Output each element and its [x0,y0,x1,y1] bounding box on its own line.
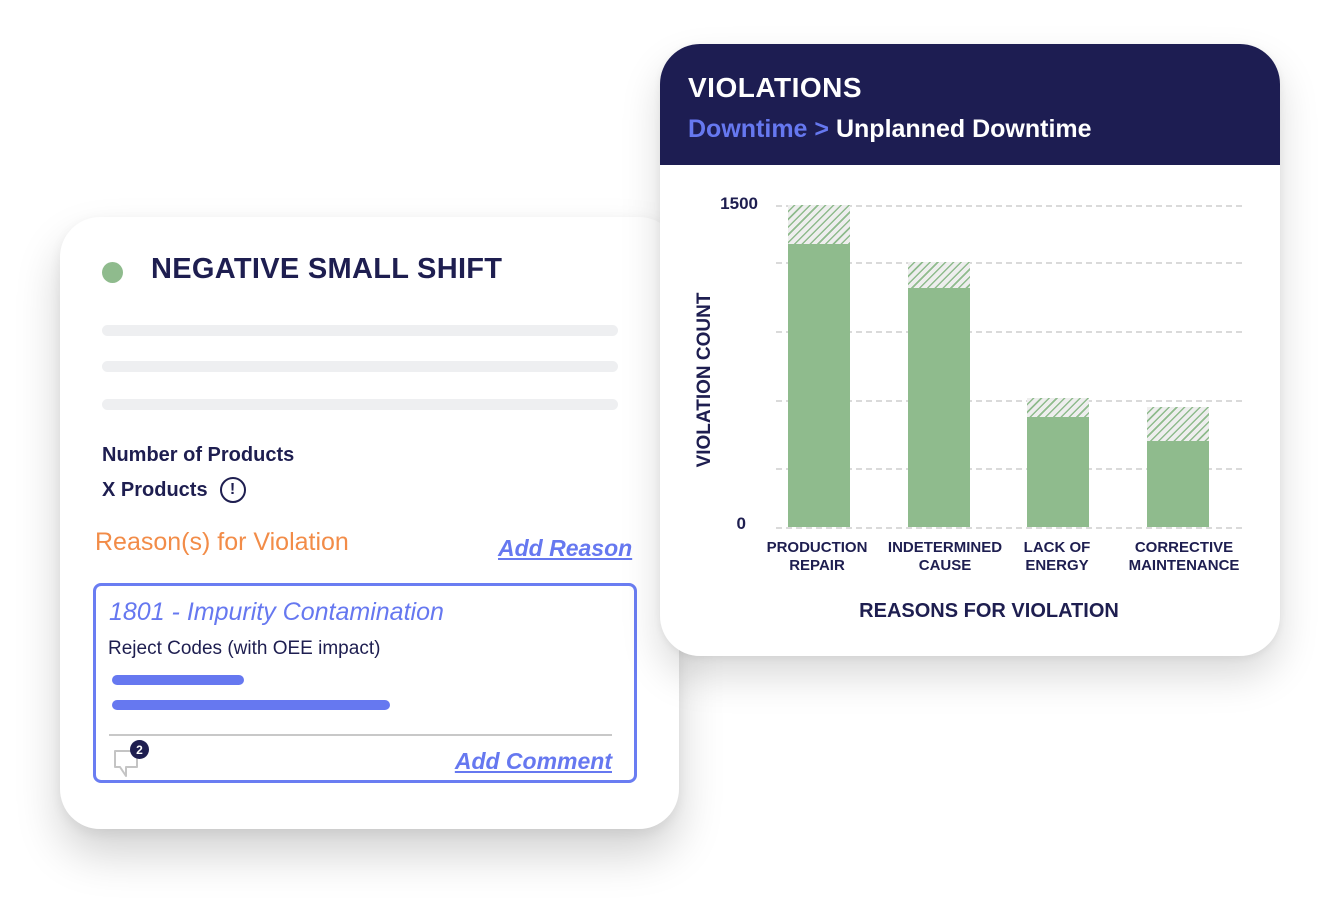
reason-detail-bar [112,700,390,710]
bar-segment-hatched [1147,407,1209,441]
shift-title: NEGATIVE SMALL SHIFT [151,253,503,285]
bar-segment-hatched [1027,397,1089,418]
bar-segment-hatched [788,205,850,245]
bar-segment-solid [908,288,970,527]
bar[interactable] [1147,407,1209,527]
products-value-row: X Products ! [102,477,246,503]
y-tick-max: 1500 [720,194,758,213]
violations-card: VIOLATIONS Downtime > Unplanned Downtime… [660,44,1280,656]
y-axis-label: VIOLATION COUNT [694,292,715,468]
divider [109,734,612,736]
placeholder-line [102,399,618,410]
gridline [776,331,1242,333]
breadcrumb-separator: > [814,115,830,143]
placeholder-line [102,325,618,336]
status-dot [102,262,123,283]
products-value: X Products [102,478,208,501]
x-tick-label: INDETERMINED CAUSE [887,539,1003,574]
violations-bar-chart: 1500 0 VIOLATION COUNT PRODUCTION REPAIR… [660,165,1280,656]
bar-segment-hatched [908,262,970,289]
add-comment-link[interactable]: Add Comment [454,748,612,774]
reason-item[interactable]: 1801 - Impurity Contamination Reject Cod… [93,583,637,783]
y-tick-zero: 0 [736,514,746,533]
bar-segment-solid [788,244,850,527]
reason-subtitle: Reject Codes (with OEE impact) [108,638,381,659]
placeholder-line [102,361,618,372]
comment-count-badge: 2 [130,740,149,759]
breadcrumb-current: Unplanned Downtime [835,115,1092,143]
bar[interactable] [1027,397,1089,527]
bar-segment-solid [1027,417,1089,527]
gridline [776,262,1242,264]
x-tick-label: LACK OF ENERGY [1023,539,1091,574]
violations-title: VIOLATIONS [688,72,863,103]
reason-title: 1801 - Impurity Contamination [109,598,444,626]
gridline [776,400,1242,402]
add-reason-link[interactable]: Add Reason [498,535,633,561]
x-axis-label: REASONS FOR VIOLATION [859,600,1119,622]
gridline [776,527,1242,529]
x-tick-label: CORRECTIVE MAINTENANCE [1128,539,1240,574]
bar[interactable] [908,262,970,527]
bar[interactable] [788,205,850,527]
products-label: Number of Products [102,444,295,466]
reason-detail-bar [112,675,244,685]
gridline [776,468,1242,470]
shift-card: NEGATIVE SMALL SHIFT Number of Products … [60,217,679,829]
breadcrumb-parent[interactable]: Downtime [688,115,808,143]
bar-segment-solid [1147,440,1209,527]
reasons-label: Reason(s) for Violation [95,528,349,556]
x-tick-label: PRODUCTION REPAIR [766,539,868,574]
gridline [776,205,1242,207]
violations-header: VIOLATIONS Downtime > Unplanned Downtime [660,44,1280,165]
alert-icon[interactable]: ! [219,477,246,503]
breadcrumb: Downtime > Unplanned Downtime [688,115,1092,144]
